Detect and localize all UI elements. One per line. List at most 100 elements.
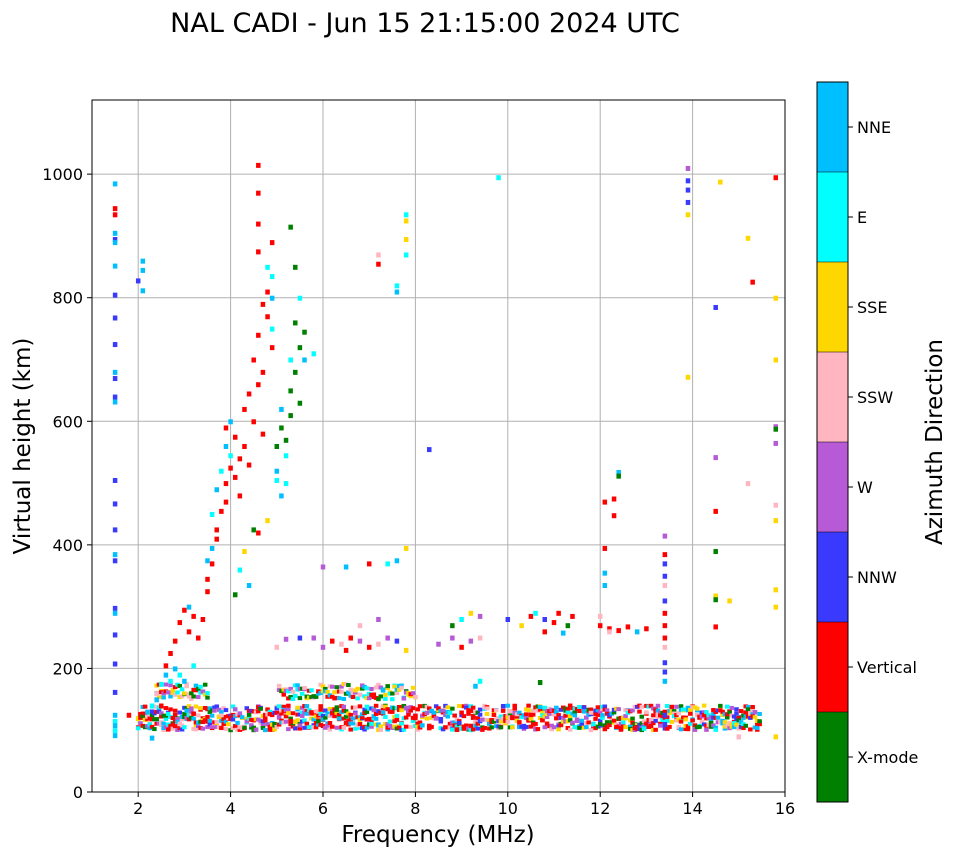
- echo-layer-mark: [417, 704, 423, 709]
- echo-layer-mark: [410, 706, 416, 711]
- echo-layer-mark: [533, 705, 538, 710]
- echo-layer-mark: [376, 682, 381, 687]
- echo-layer-mark: [286, 689, 291, 694]
- echo-point: [246, 462, 252, 468]
- echo-layer-mark: [288, 695, 293, 700]
- echo-layer-mark: [503, 713, 508, 718]
- echo-point: [279, 406, 284, 412]
- echo-layer-mark: [316, 719, 321, 724]
- echo-layer-mark: [556, 713, 561, 718]
- echo-layer-mark: [697, 724, 702, 729]
- echo-layer-mark: [383, 704, 388, 709]
- echo-layer-mark: [327, 713, 333, 718]
- echo-layer-mark: [542, 705, 548, 710]
- x-tick-label: 6: [318, 799, 328, 818]
- echo-layer-mark: [394, 713, 400, 718]
- echo-layer-mark: [602, 707, 608, 712]
- echo-layer-mark: [530, 712, 536, 717]
- echo-layer-mark: [350, 691, 356, 696]
- echo-layer-mark: [154, 709, 159, 714]
- echo-layer-mark: [149, 713, 155, 718]
- echo-layer-mark: [226, 716, 231, 721]
- echo-layer-mark: [574, 725, 580, 730]
- echo-layer-mark: [690, 718, 695, 723]
- echo-layer-mark: [313, 714, 319, 719]
- echo-layer-mark: [140, 714, 146, 719]
- echo-point: [311, 351, 317, 357]
- echo-layer-mark: [572, 710, 578, 715]
- echo-layer-mark: [743, 710, 748, 715]
- echo-layer-mark: [325, 723, 330, 728]
- echo-layer-mark: [200, 720, 206, 725]
- echo-layer-mark: [466, 711, 471, 716]
- echo-layer-mark: [658, 713, 663, 718]
- echo-layer-mark: [743, 713, 748, 718]
- echo-layer-mark: [627, 718, 633, 723]
- echo-layer-mark: [276, 713, 282, 718]
- echo-layer-mark: [142, 711, 148, 716]
- echo-point: [750, 279, 755, 285]
- echo-layer-mark: [332, 707, 337, 712]
- echo-layer-mark: [371, 708, 377, 713]
- echo-layer-mark: [688, 711, 693, 716]
- echo-layer-mark: [406, 709, 411, 714]
- echo-layer-mark: [299, 713, 305, 718]
- echo-point: [219, 508, 224, 514]
- echo-point: [149, 703, 155, 709]
- echo-point: [112, 728, 118, 734]
- echo-layer-mark: [616, 724, 621, 729]
- echo-layer-mark: [604, 711, 610, 716]
- echo-point: [256, 249, 261, 255]
- echo-layer-mark: [161, 728, 166, 733]
- echo-layer-mark: [251, 725, 256, 730]
- echo-point: [191, 663, 196, 669]
- echo-layer-mark: [269, 727, 275, 732]
- echo-layer-mark: [731, 725, 737, 730]
- echo-layer-mark: [378, 711, 383, 716]
- echo-layer-mark: [385, 725, 390, 730]
- echo-point: [288, 413, 293, 419]
- echo-layer-mark: [286, 707, 291, 712]
- echo-layer-mark: [156, 709, 162, 714]
- echo-layer-mark: [727, 721, 732, 726]
- echo-layer-mark: [265, 722, 270, 727]
- echo-point: [551, 620, 557, 626]
- echo-layer-mark: [350, 721, 356, 726]
- colorbar-swatch: [817, 262, 848, 352]
- echo-layer-mark: [503, 721, 508, 726]
- echo-layer-mark: [219, 713, 224, 718]
- echo-layer-mark: [468, 723, 474, 728]
- echo-layer-mark: [323, 715, 328, 720]
- echo-point: [186, 604, 192, 610]
- echo-layer-mark: [646, 704, 651, 709]
- echo-layer-mark: [182, 691, 187, 696]
- echo-layer-mark: [579, 722, 584, 727]
- echo-layer-mark: [630, 720, 635, 725]
- echo-point: [154, 697, 159, 703]
- echo-point: [168, 650, 173, 656]
- echo-layer-mark: [179, 727, 185, 732]
- echo-point: [343, 564, 349, 570]
- echo-layer-mark: [376, 728, 381, 733]
- echo-point: [427, 447, 432, 453]
- echo-layer-mark: [489, 720, 494, 725]
- echo-point: [182, 607, 187, 613]
- echo-point: [269, 274, 275, 280]
- echo-point: [112, 733, 118, 739]
- echo-layer-mark: [135, 717, 141, 722]
- echo-layer-mark: [316, 722, 321, 727]
- echo-layer-mark: [237, 713, 243, 718]
- echo-point: [736, 734, 742, 740]
- x-tick-label: 14: [682, 799, 702, 818]
- echo-layer-mark: [216, 725, 222, 730]
- echo-layer-mark: [383, 721, 388, 726]
- echo-point: [662, 610, 668, 616]
- echo-layer-mark: [731, 714, 737, 719]
- echo-point: [112, 212, 118, 218]
- echo-layer-mark: [286, 727, 291, 732]
- echo-layer-mark: [267, 727, 273, 732]
- echo-layer-mark: [736, 718, 742, 723]
- echo-point: [394, 558, 400, 564]
- echo-layer-mark: [637, 727, 642, 732]
- echo-layer-mark: [623, 716, 628, 721]
